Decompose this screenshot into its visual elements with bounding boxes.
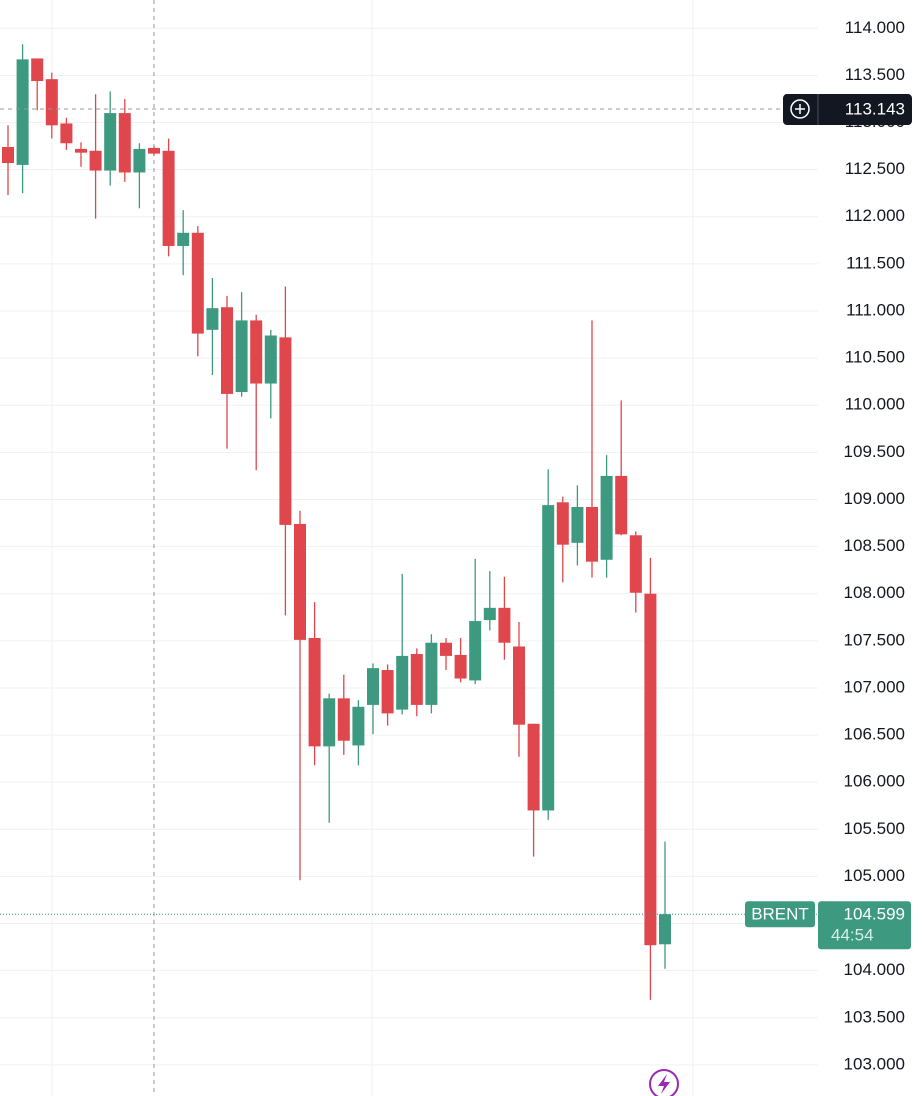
crosshair-badge	[783, 94, 912, 126]
candle-body	[294, 523, 306, 640]
y-tick-label: 107.000	[844, 677, 905, 696]
price-badge	[818, 901, 911, 950]
candle-body	[206, 308, 219, 330]
last-price-label: 104.599	[844, 905, 905, 924]
y-tick-label: 112.500	[845, 159, 905, 178]
candle-body	[16, 59, 29, 165]
candle-body	[367, 668, 379, 705]
candle-body	[75, 148, 87, 153]
symbol-label: BRENT	[751, 905, 809, 924]
y-tick-label: 110.000	[845, 395, 905, 414]
candle-body	[440, 642, 452, 656]
y-tick-label: 103.500	[844, 1007, 905, 1026]
candle-body	[2, 147, 14, 164]
y-tick-label: 109.500	[844, 442, 905, 461]
y-tick-label: 109.000	[844, 489, 905, 508]
candle-body	[542, 505, 555, 811]
candle-body	[629, 535, 642, 593]
candle-body	[469, 621, 482, 681]
candle-body	[615, 475, 628, 535]
candle-body	[118, 113, 131, 173]
y-tick-label: 108.000	[844, 583, 905, 602]
candle-body	[279, 337, 292, 525]
y-tick-label: 106.500	[844, 725, 905, 744]
y-tick-label: 113.500	[845, 65, 905, 84]
candle-body	[177, 232, 190, 246]
lightning-icon[interactable]	[649, 1069, 679, 1096]
candle-body	[600, 475, 613, 560]
y-tick-label: 105.000	[844, 866, 905, 885]
candle-body	[264, 335, 277, 384]
y-tick-label: 104.000	[844, 960, 905, 979]
candle-body	[323, 698, 336, 747]
plus-icon-cross	[795, 104, 805, 115]
y-tick-label: 111.500	[846, 253, 905, 272]
y-tick-label: 106.000	[844, 772, 905, 791]
candle-body	[425, 642, 438, 705]
candle-body	[556, 502, 569, 545]
y-tick-label: 103.000	[844, 1054, 905, 1073]
candle-body	[45, 79, 58, 126]
candle-body	[586, 507, 598, 562]
symbol-badge	[745, 901, 815, 928]
candle-body	[644, 593, 657, 946]
crosshair-label: 113.143	[845, 100, 905, 119]
vertical-grid	[51, 0, 694, 1096]
candle-body	[133, 148, 146, 173]
candle-body	[308, 637, 321, 747]
y-tick-label: 112.000	[845, 206, 905, 225]
candle-body	[410, 654, 423, 705]
candles	[2, 44, 671, 1000]
candle-body	[498, 607, 511, 643]
icon-bolt[interactable]	[658, 1074, 670, 1094]
candle-body	[104, 113, 117, 171]
candle-body	[396, 655, 409, 710]
candle-body	[381, 670, 394, 714]
y-tick-label: 114.000	[845, 18, 905, 37]
candle-body	[352, 706, 365, 746]
y-tick-label: 110.500	[845, 348, 905, 367]
y-tick-label: 105.500	[844, 819, 905, 838]
candle-body	[89, 150, 102, 171]
plus-icon	[790, 99, 810, 119]
candle-body	[221, 307, 233, 394]
candle-body	[191, 232, 204, 334]
candle-body	[60, 123, 73, 144]
candle-body	[162, 150, 175, 246]
overlay: BRENT 104.599 44:54 113.143	[0, 94, 912, 950]
candle-body	[31, 58, 44, 82]
y-tick-label: 108.500	[844, 536, 905, 555]
candle-body	[250, 320, 263, 384]
y-tick-label: 107.500	[844, 630, 905, 649]
candle-body	[513, 646, 525, 725]
candle-body	[483, 607, 496, 621]
candle-body	[235, 320, 248, 393]
candle-body	[454, 654, 467, 679]
countdown-label: 44:54	[831, 926, 874, 945]
candle-body	[148, 147, 160, 154]
candle-body	[337, 698, 350, 741]
candle-body	[659, 914, 671, 945]
candle-body	[527, 723, 540, 811]
candle-body	[571, 507, 584, 543]
y-tick-label: 111.000	[846, 300, 905, 319]
